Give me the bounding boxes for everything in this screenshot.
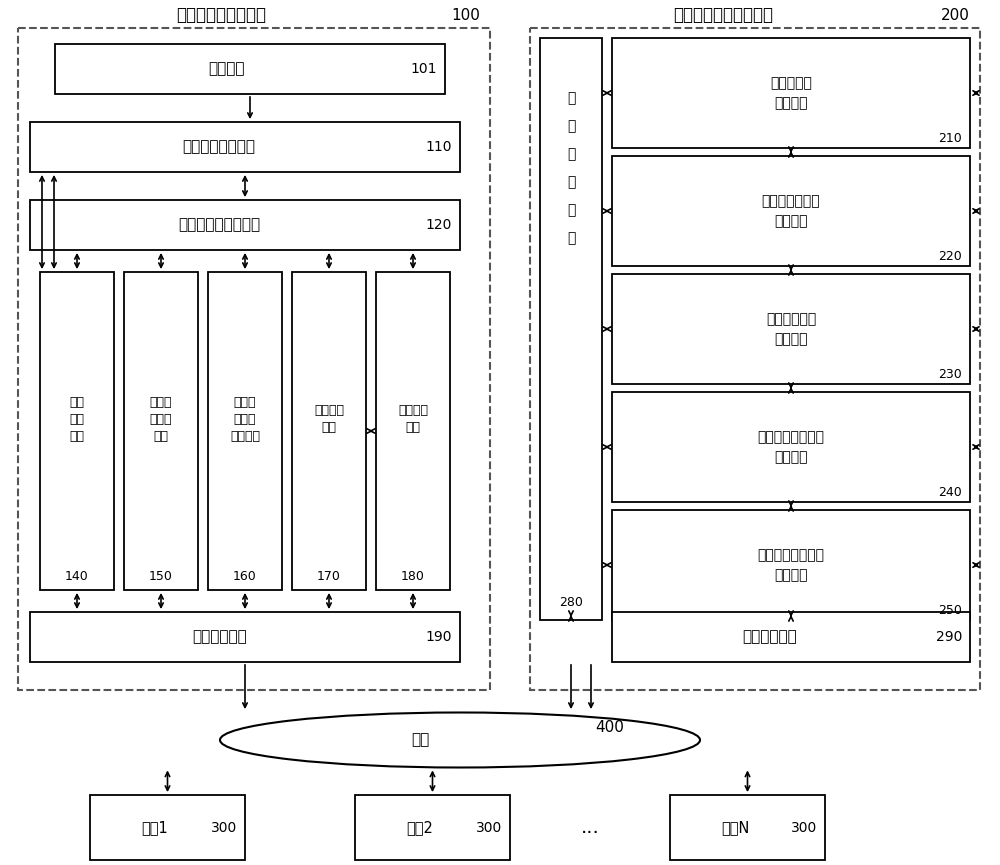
Text: 网盘1: 网盘1 bbox=[142, 820, 168, 835]
Bar bbox=[90, 795, 245, 860]
Text: 文件系统元服务器装置: 文件系统元服务器装置 bbox=[674, 6, 774, 24]
Text: ...: ... bbox=[581, 818, 599, 837]
Text: 用户元信息: 用户元信息 bbox=[770, 76, 812, 90]
Text: 网: 网 bbox=[567, 91, 575, 105]
Text: 170: 170 bbox=[317, 569, 341, 582]
Text: 应用程序: 应用程序 bbox=[208, 61, 245, 76]
Text: 210: 210 bbox=[938, 131, 962, 144]
Text: 文件基本元信息: 文件基本元信息 bbox=[762, 194, 820, 208]
Text: 300: 300 bbox=[476, 821, 502, 835]
Text: 280: 280 bbox=[559, 595, 583, 608]
Bar bbox=[30, 612, 460, 662]
Text: 240: 240 bbox=[938, 485, 962, 498]
Bar bbox=[530, 28, 980, 690]
Text: 网盘访问
模块: 网盘访问 模块 bbox=[314, 404, 344, 434]
Bar bbox=[612, 392, 970, 502]
Text: 传: 传 bbox=[567, 147, 575, 161]
Bar bbox=[40, 272, 114, 590]
Text: 400: 400 bbox=[596, 721, 624, 735]
Text: 网络传输
模块: 网络传输 模块 bbox=[398, 404, 428, 434]
Bar bbox=[355, 795, 510, 860]
Text: 系统
管理
模块: 系统 管理 模块 bbox=[70, 395, 84, 443]
Text: 输: 输 bbox=[567, 175, 575, 189]
Bar bbox=[30, 200, 460, 250]
Text: 150: 150 bbox=[149, 569, 173, 582]
Text: 管理模块: 管理模块 bbox=[774, 450, 808, 464]
Text: 290: 290 bbox=[936, 630, 962, 644]
Text: 200: 200 bbox=[941, 8, 970, 22]
Text: 网盘N: 网盘N bbox=[721, 820, 749, 835]
Text: 160: 160 bbox=[233, 569, 257, 582]
Bar bbox=[292, 272, 366, 590]
Bar bbox=[55, 44, 445, 94]
Bar bbox=[124, 272, 198, 590]
Text: 模: 模 bbox=[567, 203, 575, 217]
Text: 络: 络 bbox=[567, 119, 575, 133]
Text: 管理模块: 管理模块 bbox=[774, 332, 808, 346]
Text: 网络: 网络 bbox=[411, 733, 429, 747]
Text: 300: 300 bbox=[791, 821, 817, 835]
Bar bbox=[30, 122, 460, 172]
Bar bbox=[612, 38, 970, 148]
Text: 管理模块: 管理模块 bbox=[774, 96, 808, 110]
Text: 文件块信息管理模块: 文件块信息管理模块 bbox=[178, 217, 260, 233]
Bar bbox=[208, 272, 282, 590]
Text: 220: 220 bbox=[938, 249, 962, 262]
Bar bbox=[612, 156, 970, 266]
Text: 140: 140 bbox=[65, 569, 89, 582]
Text: 文件块元信息: 文件块元信息 bbox=[766, 312, 816, 326]
Text: 块: 块 bbox=[567, 231, 575, 245]
Text: 管理模块: 管理模块 bbox=[774, 214, 808, 228]
Bar bbox=[376, 272, 450, 590]
Text: 101: 101 bbox=[411, 62, 437, 76]
Bar bbox=[612, 510, 970, 620]
Bar bbox=[18, 28, 490, 690]
Bar bbox=[612, 274, 970, 384]
Text: 110: 110 bbox=[426, 140, 452, 154]
Text: 文件访问接口模块: 文件访问接口模块 bbox=[183, 139, 256, 155]
Text: 120: 120 bbox=[426, 218, 452, 232]
Text: 100: 100 bbox=[451, 8, 480, 22]
Text: 本地存储介质: 本地存储介质 bbox=[192, 630, 247, 644]
Text: 网盘2: 网盘2 bbox=[407, 820, 434, 835]
Bar bbox=[540, 38, 602, 620]
Bar bbox=[670, 795, 825, 860]
Text: 190: 190 bbox=[426, 630, 452, 644]
Text: 230: 230 bbox=[938, 368, 962, 381]
Text: 文件块
分解与
合成模块: 文件块 分解与 合成模块 bbox=[230, 395, 260, 443]
Text: 纠删数据块元信息: 纠删数据块元信息 bbox=[758, 548, 824, 562]
Bar bbox=[612, 612, 970, 662]
Text: 180: 180 bbox=[401, 569, 425, 582]
Text: 管理模块: 管理模块 bbox=[774, 568, 808, 582]
Text: 文件块纠删元信息: 文件块纠删元信息 bbox=[758, 430, 824, 444]
Text: 纠删码
编解码
模块: 纠删码 编解码 模块 bbox=[150, 395, 172, 443]
Text: 文件系统客户端装置: 文件系统客户端装置 bbox=[176, 6, 266, 24]
Text: 250: 250 bbox=[938, 604, 962, 617]
Text: 本地存储介质: 本地存储介质 bbox=[742, 630, 797, 644]
Text: 300: 300 bbox=[211, 821, 237, 835]
